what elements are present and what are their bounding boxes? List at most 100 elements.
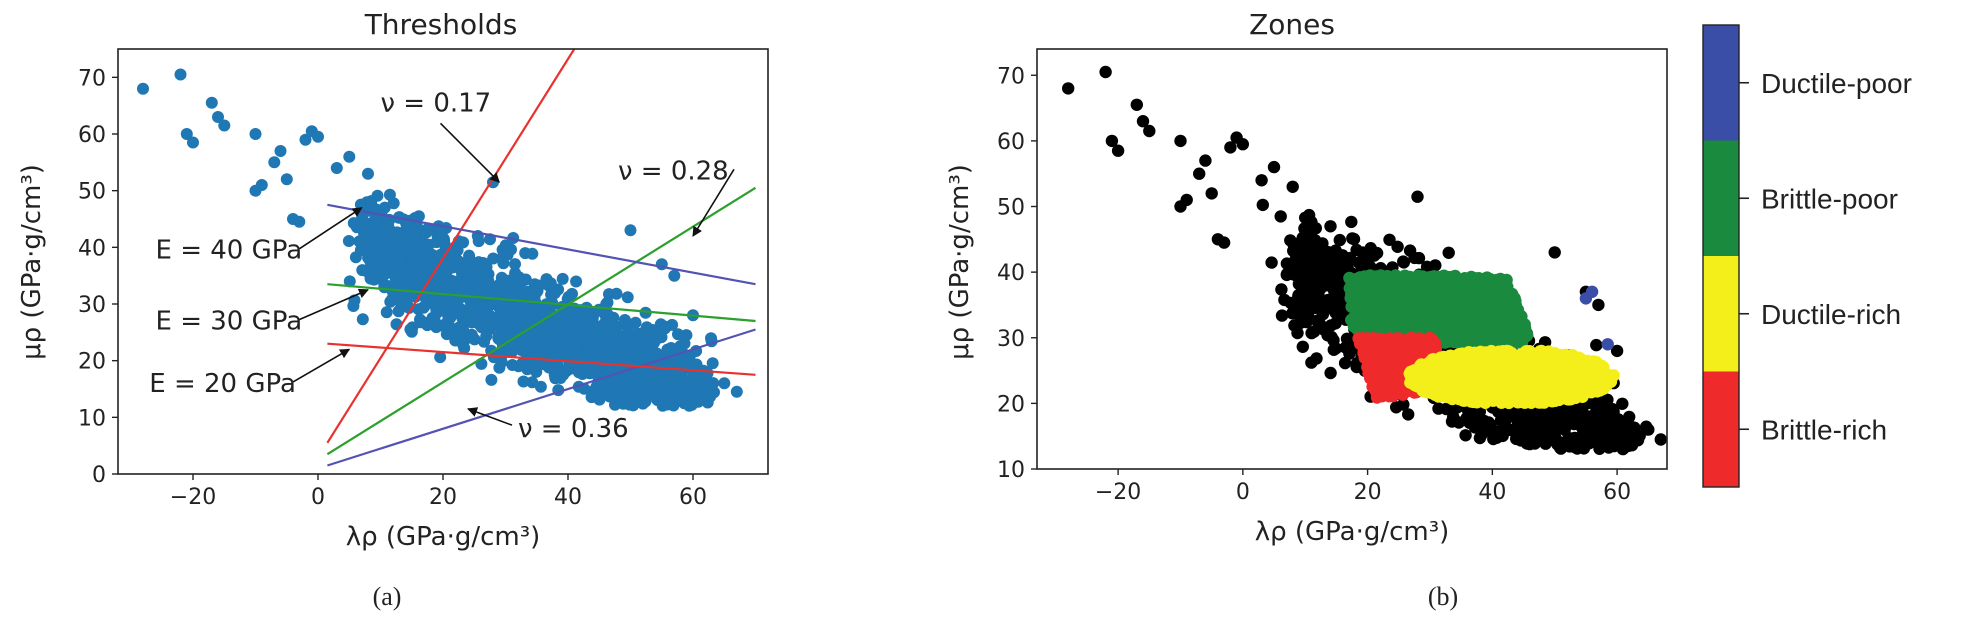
data-point [1440, 308, 1454, 321]
data-point [412, 235, 425, 248]
data-point [1593, 439, 1607, 452]
data-point [1376, 339, 1389, 352]
data-point [1535, 414, 1549, 427]
data-point [1265, 256, 1278, 269]
data-point [1298, 222, 1311, 235]
data-point [544, 277, 557, 290]
data-point [629, 316, 642, 329]
data-point [1475, 428, 1489, 441]
data-point [1360, 347, 1373, 360]
data-point [1642, 423, 1655, 436]
annotation-label: E = 40 GPa [156, 236, 303, 266]
data-point [549, 372, 562, 385]
data-point [1616, 397, 1629, 410]
data-point [689, 385, 702, 398]
data-point [1606, 403, 1619, 416]
data-point [549, 333, 562, 346]
data-point [1514, 434, 1527, 447]
data-point [1539, 437, 1552, 450]
data-point [268, 156, 281, 169]
data-point [435, 229, 448, 242]
data-point [1287, 266, 1301, 280]
data-point [549, 352, 562, 365]
annotation-arrow [299, 206, 363, 250]
data-point [374, 248, 386, 261]
data-point [205, 96, 218, 109]
data-point [212, 111, 224, 123]
data-point [1499, 413, 1513, 426]
data-point [1430, 315, 1443, 329]
data-point [1338, 356, 1352, 370]
data-point [624, 224, 637, 237]
data-point [603, 390, 616, 403]
data-point [1513, 413, 1526, 427]
data-point [388, 276, 401, 289]
data-point [627, 343, 640, 356]
data-point [1394, 349, 1408, 362]
data-point [1130, 98, 1144, 112]
data-point [1383, 233, 1396, 246]
data-point [472, 235, 485, 248]
data-point [1205, 187, 1218, 200]
panel-a-ylabel: μρ (GPa·g/cm³) [17, 164, 47, 360]
data-point [1513, 308, 1527, 322]
data-point [1393, 312, 1406, 325]
data-point [1361, 332, 1374, 345]
data-point [1477, 293, 1490, 306]
y-tick-label: 20 [78, 350, 106, 375]
data-point [1440, 293, 1453, 306]
data-point [449, 334, 462, 347]
data-point [625, 381, 638, 394]
data-point [509, 258, 521, 271]
data-point [639, 306, 652, 319]
data-point [623, 398, 636, 411]
data-point [1430, 303, 1443, 316]
data-point [566, 287, 578, 300]
x-tick-label: 20 [429, 485, 457, 510]
data-point [1513, 335, 1526, 349]
data-point [536, 340, 549, 352]
data-point [1399, 288, 1413, 301]
data-point [1309, 274, 1323, 287]
data-point [187, 136, 199, 149]
data-point [1379, 381, 1392, 395]
data-point [380, 306, 393, 319]
data-point [394, 255, 407, 268]
data-point [1572, 405, 1585, 418]
data-point [356, 313, 369, 326]
data-point [1430, 291, 1443, 304]
data-point [1305, 235, 1318, 249]
panel-a-points [137, 68, 743, 412]
panel-a-title: Thresholds [364, 8, 518, 41]
data-point [1382, 283, 1395, 296]
data-point [478, 335, 491, 348]
data-point [1456, 284, 1469, 297]
data-point [526, 376, 539, 389]
data-point [493, 284, 506, 297]
data-point [1484, 418, 1497, 431]
panel-a-caption: (a) [373, 582, 402, 611]
data-point [590, 380, 603, 393]
data-point [1387, 302, 1400, 315]
data-point [434, 351, 447, 364]
data-point [255, 179, 268, 191]
data-point [1143, 124, 1156, 138]
data-point [1442, 246, 1455, 259]
data-point [665, 374, 678, 386]
data-point [1601, 338, 1614, 351]
data-point [1426, 272, 1440, 285]
data-point [401, 231, 414, 244]
data-point [469, 260, 482, 273]
data-point [1236, 138, 1250, 151]
annotation-label: ν = 0.28 [618, 156, 729, 186]
data-point [1353, 296, 1366, 310]
y-tick-label: 40 [78, 236, 106, 261]
data-point [394, 265, 407, 278]
data-point [618, 318, 631, 331]
data-point [1275, 283, 1288, 296]
data-point [1487, 432, 1500, 446]
data-point [1442, 270, 1455, 284]
data-point [1500, 327, 1513, 340]
data-point [1364, 242, 1377, 255]
annotation-arrow [439, 122, 500, 183]
